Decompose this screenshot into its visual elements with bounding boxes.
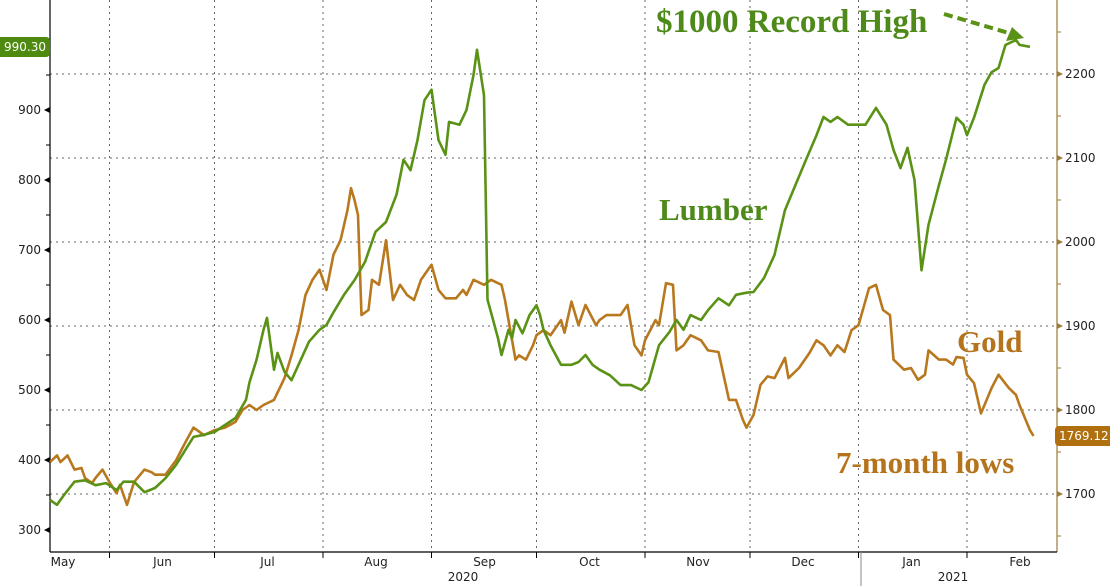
month-label: Aug (364, 555, 387, 569)
record-arrow-shaft (943, 12, 1013, 36)
month-label: Jan (901, 555, 921, 569)
right-tick-label: 1800 (1065, 403, 1096, 417)
right-tick-label: 2200 (1065, 67, 1096, 81)
right-tick-marker (1057, 71, 1063, 77)
left-tick-label: 400 (18, 453, 41, 467)
left-tick-label: 600 (18, 313, 41, 327)
axes: 300 400 500 600 700 800 900 1700 1800 1900 2000 210… (18, 0, 1096, 586)
right-tick-label: 1900 (1065, 319, 1096, 333)
lumber-last-value-badge: 990.30 (0, 37, 50, 57)
left-tick-marker (44, 177, 50, 183)
lumber-line (49, 38, 1031, 507)
right-tick-marker (1057, 323, 1063, 329)
month-label: Dec (791, 555, 814, 569)
right-tick-marker (1057, 239, 1063, 245)
right-tick-marker (1057, 155, 1063, 161)
annotation-gold: Gold (957, 324, 1023, 359)
annotation-7-month-lows: 7-month lows (836, 445, 1015, 480)
left-tick-label: 500 (18, 383, 41, 397)
left-tick-marker (44, 527, 50, 533)
left-tick-label: 300 (18, 523, 41, 537)
gold-last-value-badge: 1769.12 (1055, 426, 1110, 446)
month-label: Feb (1009, 555, 1030, 569)
left-tick-marker (44, 457, 50, 463)
right-tick-label: 2000 (1065, 235, 1096, 249)
right-tick-label: 2100 (1065, 151, 1096, 165)
right-tick-label: 1700 (1065, 487, 1096, 501)
year-label: 2020 (448, 570, 479, 584)
record-arrow-head (1006, 27, 1024, 41)
month-label: Nov (686, 555, 709, 569)
year-label: 2021 (938, 570, 969, 584)
annotation-lumber: Lumber (659, 192, 768, 227)
left-tick-marker (44, 387, 50, 393)
month-label: Jul (259, 555, 274, 569)
annotation-record-high: $1000 Record High (656, 4, 928, 40)
month-label: May (51, 555, 76, 569)
right-tick-marker (1057, 407, 1063, 413)
left-tick-label: 800 (18, 173, 41, 187)
series-lines (49, 38, 1035, 507)
left-tick-marker (44, 317, 50, 323)
left-tick-marker (44, 247, 50, 253)
left-tick-label: 900 (18, 103, 41, 117)
month-label: Oct (579, 555, 600, 569)
record-arrow (943, 12, 1024, 41)
left-tick-marker (44, 107, 50, 113)
month-label: Sep (473, 555, 496, 569)
right-tick-marker (1057, 491, 1063, 497)
month-label: Jun (152, 555, 172, 569)
left-tick-label: 700 (18, 243, 41, 257)
